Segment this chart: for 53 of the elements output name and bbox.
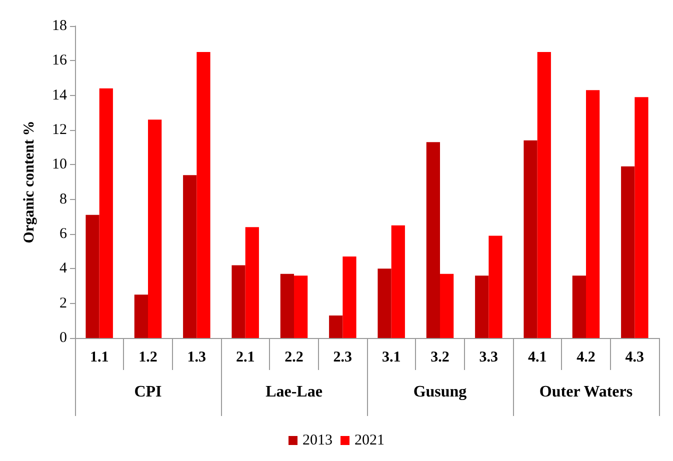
bar <box>329 315 343 338</box>
bar <box>294 276 308 338</box>
text: Lae-Lae <box>266 384 322 400</box>
y-tick-label: 14 <box>52 87 68 104</box>
x-tick-label: 4.2 <box>576 350 596 366</box>
y-tick-label: 6 <box>60 226 68 242</box>
text: Outer Waters <box>539 384 633 400</box>
y-tick-label: 8 <box>60 191 67 208</box>
bar <box>196 52 210 338</box>
x-tick-label: 1.3 <box>187 350 206 366</box>
x-tick-label: 4.1 <box>528 350 547 366</box>
y-tick-label: 16 <box>52 52 68 69</box>
bar <box>134 294 148 338</box>
bar <box>232 265 246 338</box>
legend-label: 2021 <box>354 432 384 448</box>
x-tick-label: 1.1 <box>90 350 109 366</box>
x-tick-label: 1.2 <box>138 350 158 366</box>
text: Gusung <box>413 384 467 400</box>
bar <box>586 90 600 338</box>
bar <box>488 236 502 338</box>
x-tick-label: 2.3 <box>333 350 352 366</box>
text: CPI <box>134 384 162 400</box>
bar <box>391 225 405 338</box>
bar <box>475 276 489 338</box>
bar <box>634 97 648 338</box>
y-tick-label: 12 <box>52 122 67 138</box>
x-tick-label: 3.1 <box>382 350 401 366</box>
y-tick-label: 18 <box>52 18 67 34</box>
x-tick-label: 2.2 <box>284 350 304 366</box>
x-tick-label: 3.3 <box>479 350 498 366</box>
bar <box>378 268 392 338</box>
x-tick-label: 4.3 <box>625 350 644 366</box>
bar <box>86 214 100 338</box>
x-tick-label: 2.1 <box>236 350 255 366</box>
x-tick-label: 3.2 <box>430 350 450 366</box>
bar <box>183 175 197 338</box>
bar <box>245 227 259 338</box>
bar <box>621 166 635 338</box>
bar <box>99 88 113 338</box>
bar <box>537 52 551 338</box>
bar <box>280 274 294 338</box>
y-axis-title: Organic content % <box>22 120 38 244</box>
legend-label: 2013 <box>302 432 332 448</box>
y-tick-label: 4 <box>60 260 68 277</box>
bar <box>148 120 162 338</box>
y-tick-label: 10 <box>52 156 67 173</box>
bar <box>426 142 440 338</box>
bar <box>440 274 454 338</box>
bar <box>524 140 538 338</box>
bar <box>572 276 586 338</box>
y-tick-label: 2 <box>60 295 67 312</box>
bar <box>342 256 356 338</box>
y-tick-label: 0 <box>60 330 67 346</box>
